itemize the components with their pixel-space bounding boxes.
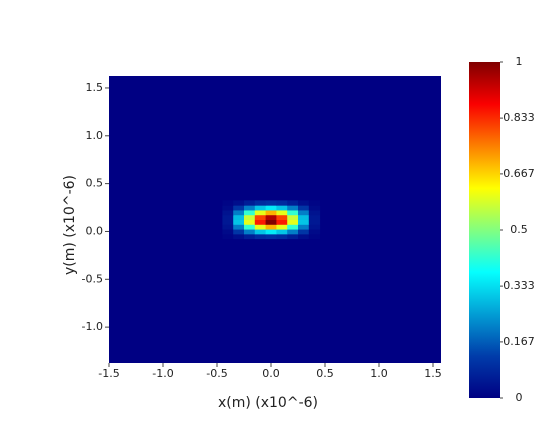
heatmap-cell <box>308 233 321 240</box>
x-tick-label: 1.0 <box>370 367 388 380</box>
heatmap-cell <box>233 224 245 230</box>
y-axis-title: y(m) (x10^-6) <box>62 175 78 275</box>
heatmap-cell <box>265 229 277 235</box>
heatmap-cell <box>276 200 288 206</box>
heatmap-cell <box>244 219 256 225</box>
heatmap-cell <box>298 205 310 211</box>
y-tick-label: 1.0 <box>86 129 104 142</box>
heatmap-cell <box>308 200 321 206</box>
heatmap-cell <box>233 233 245 240</box>
colorbar-tick-label: 0.5 <box>510 223 528 236</box>
heatmap-cell <box>222 200 234 206</box>
heatmap-cell <box>244 205 256 211</box>
heatmap-cell <box>244 224 256 230</box>
heatmap-cell <box>308 209 321 216</box>
heatmap-cell <box>254 224 267 230</box>
heatmap-cell <box>276 214 288 220</box>
heatmap-cell <box>308 219 321 225</box>
x-axis-title: x(m) (x10^-6) <box>218 395 318 411</box>
heatmap-cell <box>222 219 234 225</box>
colorbar-tick-label: 0 <box>516 391 523 404</box>
y-tick-label: 0.5 <box>86 177 104 190</box>
heatmap-cell <box>308 205 321 211</box>
heatmap-cell <box>287 200 299 206</box>
y-tick-label: -1.0 <box>82 320 103 333</box>
heatmap-cell <box>244 214 256 220</box>
heatmap-cell <box>276 219 288 225</box>
heatmap-cell <box>233 219 245 225</box>
heatmap-cell <box>308 224 321 230</box>
heatmap-cell <box>222 214 234 220</box>
heatmap-cell <box>254 209 267 216</box>
heatmap-cell <box>222 205 234 211</box>
heatmap-cell <box>298 214 310 220</box>
heatmap-cell <box>298 200 310 206</box>
heatmap-cell <box>276 209 288 216</box>
heatmap-cell <box>265 209 277 216</box>
heatmap-cell <box>287 209 299 216</box>
heatmap-cell <box>265 200 277 206</box>
heatmap-cell <box>298 233 310 240</box>
x-tick-label: 1.5 <box>424 367 442 380</box>
heatmap-cell <box>233 209 245 216</box>
heatmap-cell <box>244 229 256 235</box>
heatmap-cell <box>298 209 310 216</box>
heatmap-cell <box>287 224 299 230</box>
y-tick-label: 1.5 <box>86 81 104 94</box>
heatmap-cell <box>254 229 267 235</box>
colorbar-tick-label: 0.167 <box>503 335 535 348</box>
heatmap-cell <box>254 214 267 220</box>
heatmap-cell <box>287 219 299 225</box>
heatmap-cell <box>298 224 310 230</box>
heatmap-cell <box>244 209 256 216</box>
heatmap-cell <box>287 229 299 235</box>
heatmap-cell <box>308 214 321 220</box>
heatmap-cell <box>222 224 234 230</box>
colorbar-tick-label: 0.833 <box>503 111 535 124</box>
heatmap-cell <box>254 233 267 240</box>
heatmap-cell <box>287 205 299 211</box>
heatmap-cell <box>276 229 288 235</box>
heatmap-cell <box>265 233 277 240</box>
heatmap-cell <box>233 205 245 211</box>
heatmap-cell <box>222 209 234 216</box>
heatmap-cell <box>265 214 277 220</box>
heatmap-cell <box>308 229 321 235</box>
heatmap-cell <box>233 229 245 235</box>
heatmap-cell <box>287 214 299 220</box>
heatmap-cell <box>276 205 288 211</box>
colorbar <box>469 62 500 398</box>
heatmap-cell <box>222 233 234 240</box>
y-tick-label: 0.0 <box>86 224 104 237</box>
heatmap-cell <box>276 224 288 230</box>
x-tick-label: 0.5 <box>316 367 334 380</box>
heatmap-cell <box>222 229 234 235</box>
x-tick-label: 0.0 <box>262 367 280 380</box>
heatmap-cell <box>244 200 256 206</box>
colorbar-tick-label: 0.333 <box>503 279 535 292</box>
heatmap-cell <box>254 205 267 211</box>
heatmap-cell <box>233 200 245 206</box>
colorbar-tick-label: 1 <box>516 55 523 68</box>
x-tick-label: -1.0 <box>152 367 173 380</box>
y-tick-label: -0.5 <box>82 272 103 285</box>
heatmap-cell <box>265 219 277 225</box>
heatmap-cell <box>298 229 310 235</box>
heatmap-cell <box>287 233 299 240</box>
heatmap-cell <box>265 224 277 230</box>
heatmap-cell <box>254 200 267 206</box>
heatmap-cell <box>254 219 267 225</box>
heatmap-cell <box>233 214 245 220</box>
colorbar-tick-label: 0.667 <box>503 167 535 180</box>
x-tick-label: -0.5 <box>206 367 227 380</box>
heatmap-cell <box>298 219 310 225</box>
heatmap-cell <box>276 233 288 240</box>
x-tick-label: -1.5 <box>98 367 119 380</box>
heatmap-cell <box>244 233 256 240</box>
heatmap-cell <box>265 205 277 211</box>
